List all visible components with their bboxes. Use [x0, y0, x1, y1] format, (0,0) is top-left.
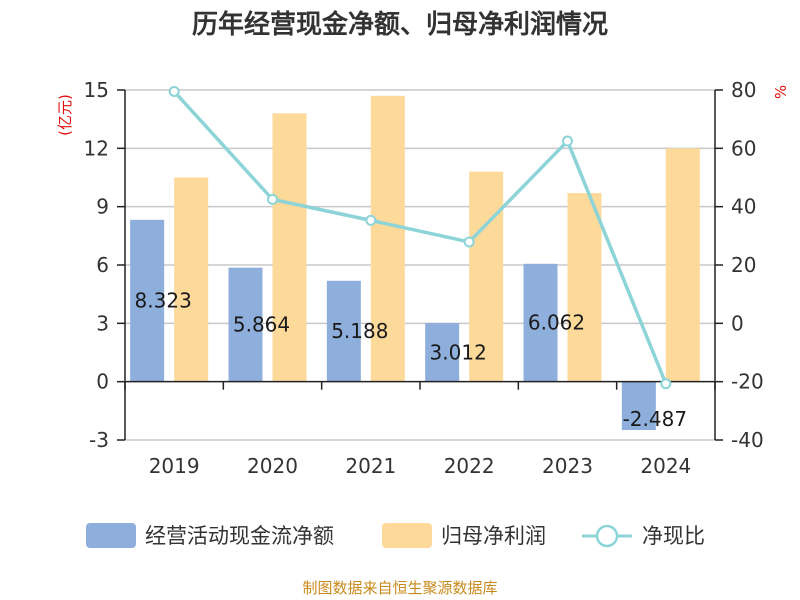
- right-tick-label: 0: [731, 311, 744, 335]
- data-labels: 8.323 5.864 5.188 3.012 6.062 -2.487: [135, 289, 688, 431]
- ratio-point-2021: [365, 214, 377, 226]
- gridlines: [125, 89, 715, 441]
- x-tick-label-2024: 2024: [640, 454, 691, 478]
- bar-net-profit-2023: [567, 193, 602, 382]
- right-tick-label: 40: [731, 195, 756, 219]
- right-tick-label: 80: [731, 78, 756, 102]
- data-label-cashflow-2021: 5.188: [331, 319, 388, 343]
- legend: 经营活动现金流净额 归母净利润 净现比: [86, 523, 705, 548]
- legend-swatch-net-profit: [382, 523, 432, 548]
- data-label-cashflow-2019: 8.323: [135, 289, 192, 313]
- ratio-point-2023: [562, 135, 573, 147]
- right-axis-unit: %: [772, 85, 790, 99]
- right-tick-label: 60: [731, 136, 756, 160]
- bar-net-profit-2020: [272, 113, 307, 382]
- source-note: 制图数据来自恒生聚源数据库: [302, 579, 497, 597]
- left-tick-label: 6: [96, 253, 109, 277]
- ratio-point-2020: [267, 193, 278, 205]
- data-label-cashflow-2023: 6.062: [528, 311, 585, 335]
- line-series: [168, 85, 672, 390]
- axes: [117, 89, 723, 441]
- data-label-cashflow-2022: 3.012: [430, 340, 487, 364]
- legend-swatch-cashflow: [86, 523, 136, 548]
- bar-cashflow-2021: [326, 280, 361, 382]
- left-tick-label: 3: [96, 311, 109, 335]
- ratio-line: [172, 90, 668, 385]
- data-label-cashflow-2024: -2.487: [623, 407, 687, 431]
- left-tick-label: 0: [96, 370, 109, 394]
- ratio-point-2024: [660, 378, 672, 390]
- bar-cashflow-2023: [523, 263, 558, 382]
- bar-net-profit-2021: [370, 95, 405, 382]
- bar-net-profit-2022: [469, 171, 504, 382]
- bar-net-profit-2019: [174, 177, 209, 382]
- legend-label-net-profit[interactable]: 归母净利润: [441, 524, 546, 548]
- ratio-point-2019: [168, 85, 180, 97]
- x-tick-label-2022: 2022: [444, 454, 495, 478]
- x-tick-label-2023: 2023: [542, 454, 593, 478]
- tick-labels: 15 12 9 6 3 0 -3 80 60 40 20 0 -20 -40 2019 2020 2021 202…: [84, 78, 764, 478]
- right-tick-label: -40: [731, 428, 764, 452]
- bar-marks: [130, 95, 700, 431]
- bar-cashflow-2024: [621, 381, 656, 431]
- bar-cashflow-2019: [130, 219, 165, 382]
- x-tick-label-2020: 2020: [247, 454, 298, 478]
- legend-label-ratio[interactable]: 净现比: [642, 524, 705, 548]
- left-axis-unit: (亿元): [56, 94, 74, 136]
- ratio-point-2022: [463, 236, 475, 248]
- left-tick-label: 15: [84, 78, 109, 102]
- bar-net-profit-2024: [665, 148, 700, 382]
- legend-label-cashflow[interactable]: 经营活动现金流净额: [145, 524, 334, 548]
- right-tick-label: -20: [731, 370, 764, 394]
- left-tick-label: -3: [89, 428, 109, 452]
- chart-title: 历年经营现金净额、归母净利润情况: [192, 9, 608, 40]
- bar-cashflow-2020: [228, 267, 263, 382]
- right-tick-label: 20: [731, 253, 756, 277]
- x-tick-label-2019: 2019: [149, 454, 200, 478]
- x-tick-label-2021: 2021: [345, 454, 396, 478]
- data-label-cashflow-2020: 5.864: [233, 313, 290, 337]
- bar-cashflow-2022: [425, 323, 460, 382]
- left-tick-label: 9: [96, 195, 109, 219]
- left-tick-label: 12: [84, 136, 109, 160]
- legend-marker-ratio: [595, 524, 619, 548]
